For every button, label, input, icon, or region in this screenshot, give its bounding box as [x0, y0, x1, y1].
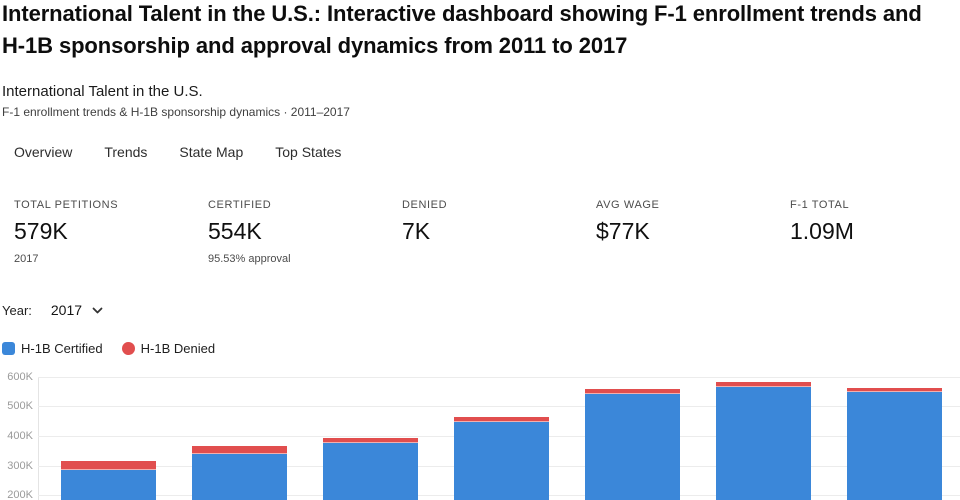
bar-denied-2011[interactable]	[61, 460, 156, 471]
legend-item-denied[interactable]: H-1B Denied	[121, 341, 216, 356]
kpi-value: 1.09M	[790, 218, 854, 244]
bar-certified-2014[interactable]	[453, 421, 549, 500]
chevron-down-icon	[92, 307, 103, 313]
kpi-value: $77K	[596, 218, 650, 244]
tab-state-map[interactable]: State Map	[179, 144, 244, 160]
kpi-row: TOTAL PETITIONS 579K 2017 CERTIFIED 554K…	[14, 199, 960, 266]
tab-trends[interactable]: Trends	[104, 144, 148, 160]
tab-bar: Overview Trends State Map Top States	[14, 143, 341, 161]
gridline	[38, 406, 960, 408]
chart-legend: H-1B Certified H-1B Denied	[2, 341, 215, 356]
bar-certified-2013[interactable]	[322, 442, 418, 500]
y-tick-label: 200K	[7, 489, 33, 500]
kpi-denied: DENIED 7K	[402, 199, 596, 266]
bar-certified-2011[interactable]	[61, 469, 156, 500]
kpi-sub: 95.53% approval	[208, 253, 291, 265]
kpi-total-petitions: TOTAL PETITIONS 579K 2017	[14, 199, 208, 266]
denied-swatch-icon	[121, 342, 135, 355]
bar-chart: 600K 500K 400K 300K 200K	[0, 360, 960, 500]
y-tick-label: 500K	[7, 400, 33, 413]
tab-overview[interactable]: Overview	[14, 144, 73, 160]
kpi-label: F-1 TOTAL	[790, 199, 850, 211]
bar-denied-2014[interactable]	[453, 417, 549, 423]
bar-denied-2016[interactable]	[715, 382, 811, 387]
kpi-f1-total: F-1 TOTAL 1.09M	[790, 199, 960, 266]
certified-swatch-icon	[2, 342, 15, 355]
bar-certified-2012[interactable]	[191, 452, 287, 500]
year-label: Year:	[2, 302, 32, 318]
year-select[interactable]: 2017	[51, 302, 104, 318]
dashboard-subtitle: F-1 enrollment trends & H-1B sponsorship…	[2, 105, 350, 119]
bar-denied-2013[interactable]	[322, 438, 418, 444]
tab-top-states[interactable]: Top States	[275, 144, 342, 160]
kpi-value: 7K	[402, 218, 431, 244]
kpi-sub	[596, 253, 790, 266]
bar-denied-2017[interactable]	[846, 388, 942, 392]
y-tick-label: 400K	[7, 430, 33, 442]
bar-denied-2012[interactable]	[191, 445, 287, 454]
bar-certified-2017[interactable]	[846, 390, 942, 500]
legend-label: H-1B Certified	[21, 341, 103, 356]
kpi-value: 554K	[208, 218, 262, 244]
bar-denied-2015[interactable]	[584, 389, 680, 394]
y-tick-label: 300K	[7, 459, 33, 472]
y-axis-line	[38, 377, 39, 500]
legend-label: H-1B Denied	[140, 341, 216, 356]
kpi-label: AVG WAGE	[596, 199, 660, 211]
legend-item-certified[interactable]: H-1B Certified	[2, 341, 103, 356]
bar-certified-2016[interactable]	[715, 385, 811, 500]
kpi-value: 579K	[14, 218, 68, 244]
kpi-label: CERTIFIED	[208, 199, 272, 211]
kpi-sub	[790, 253, 960, 266]
page-title: International Talent in the U.S.: Intera…	[2, 1, 922, 58]
kpi-label: TOTAL PETITIONS	[14, 199, 119, 211]
kpi-label: DENIED	[402, 199, 448, 211]
kpi-sub: 2017	[14, 253, 39, 265]
gridline	[38, 376, 960, 378]
year-selected-value: 2017	[50, 302, 83, 318]
kpi-sub	[402, 253, 596, 266]
kpi-certified: CERTIFIED 554K 95.53% approval	[208, 199, 402, 266]
y-tick-label: 600K	[7, 370, 33, 383]
kpi-avg-wage: AVG WAGE $77K	[596, 199, 790, 266]
bar-certified-2015[interactable]	[584, 393, 680, 500]
year-control: Year: 2017	[2, 300, 104, 320]
dashboard-title: International Talent in the U.S.	[2, 83, 203, 100]
